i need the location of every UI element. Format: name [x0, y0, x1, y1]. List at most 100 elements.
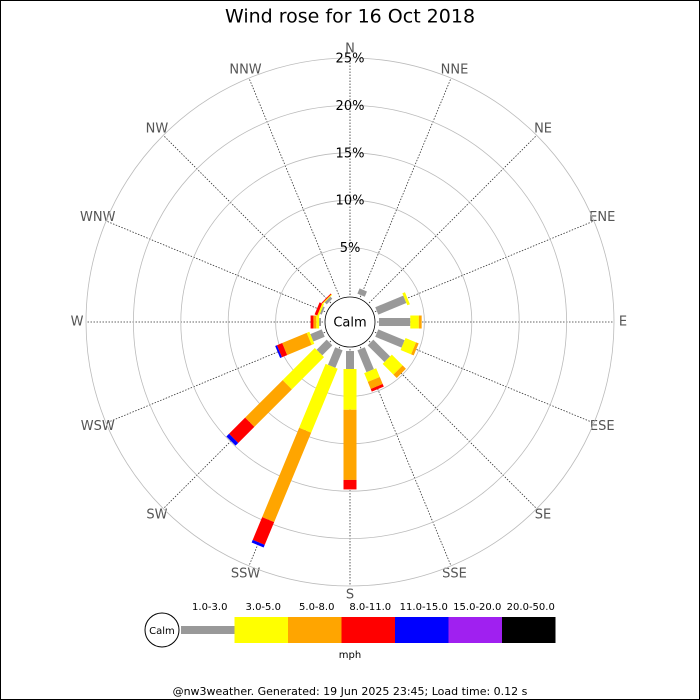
- legend-swatch: [502, 617, 556, 643]
- direction-label: S: [346, 588, 354, 603]
- direction-label: NNW: [229, 62, 261, 77]
- direction-line: [248, 77, 341, 298]
- legend-label: 11.0-15.0: [400, 602, 448, 613]
- bar-segment: [327, 347, 343, 368]
- grid-ring: [132, 104, 568, 540]
- legend-label: 15.0-20.0: [453, 602, 501, 613]
- bar-segment: [324, 296, 333, 305]
- direction-label: NW: [146, 121, 169, 136]
- bar-segment: [357, 288, 367, 297]
- bar-segment: [367, 339, 391, 363]
- chart-title: Wind rose for 16 Oct 2018: [225, 6, 475, 28]
- direction-line: [368, 135, 537, 304]
- bar-segment: [299, 363, 338, 433]
- direction-label: E: [619, 315, 627, 330]
- direction-bars: [314, 302, 325, 317]
- direction-label: SSW: [231, 567, 261, 582]
- bar-segment: [306, 331, 315, 345]
- direction-bars: [321, 293, 333, 305]
- bar-segment: [282, 347, 325, 390]
- bar-segment: [375, 295, 407, 315]
- r-tick-label: 20%: [336, 99, 365, 114]
- bar-segment: [262, 427, 312, 523]
- r-tick-label: 25%: [336, 52, 365, 67]
- bar-segment: [282, 332, 312, 356]
- bar-segment: [316, 339, 333, 356]
- legend-label: 8.0-11.0: [349, 602, 391, 613]
- bar-segment: [367, 376, 383, 389]
- bar-segment: [382, 354, 403, 375]
- bar-segment: [343, 369, 357, 410]
- legend-label: 3.0-5.0: [246, 602, 281, 613]
- bar-segment: [393, 365, 406, 378]
- unit-label: mph: [339, 650, 361, 661]
- bar-segment: [317, 303, 324, 317]
- bar-segment: [245, 380, 292, 427]
- direction-label: ESE: [590, 419, 615, 434]
- direction-bars: [343, 351, 357, 490]
- legend-swatch: [234, 617, 288, 643]
- legend-label: 20.0-50.0: [507, 602, 555, 613]
- direction-bars: [310, 315, 322, 329]
- bar-segment: [411, 342, 419, 356]
- direction-bars: [357, 347, 384, 392]
- legend-swatch: [181, 626, 235, 634]
- bar-segment: [418, 315, 422, 329]
- bar-segment: [226, 433, 239, 446]
- bar-segment: [402, 292, 410, 306]
- direction-bars: [275, 329, 325, 358]
- bar-segment: [375, 329, 405, 348]
- legend-swatch: [448, 617, 502, 643]
- bar-segment: [310, 329, 325, 342]
- bar-segment: [313, 315, 317, 329]
- direction-line: [163, 135, 332, 304]
- direction-line: [105, 220, 326, 313]
- footer: @nw3weather. Generated: 19 Jun 2025 23:4…: [173, 685, 528, 698]
- bar-segment: [343, 479, 357, 490]
- bar-segment: [400, 337, 417, 355]
- direction-label: N: [345, 42, 355, 57]
- legend-swatch: [288, 617, 342, 643]
- bar-segment: [322, 294, 333, 305]
- legend-calm-label: Calm: [149, 626, 175, 637]
- direction-bars: [251, 347, 343, 548]
- bar-segment: [319, 306, 325, 315]
- r-tick-label: 5%: [340, 241, 361, 256]
- bar-segment: [410, 315, 419, 329]
- direction-bars: [226, 339, 333, 446]
- bar-segment: [275, 345, 282, 358]
- bar-segment: [346, 351, 354, 370]
- bar-segment: [357, 347, 374, 373]
- r-tick-label: 10%: [336, 194, 365, 209]
- direction-label: ENE: [589, 210, 615, 225]
- direction-label: W: [71, 315, 84, 330]
- calm-circle: [324, 296, 376, 348]
- grid-ring: [85, 57, 615, 587]
- legend-label: 5.0-8.0: [299, 602, 334, 613]
- bar-segment: [229, 417, 255, 443]
- bar-segment: [379, 318, 411, 326]
- direction-label: WNW: [80, 210, 116, 225]
- direction-line: [374, 220, 595, 313]
- bar-segment: [321, 293, 332, 304]
- r-tick-label: 15%: [336, 146, 365, 161]
- bar-segment: [316, 315, 320, 329]
- direction-line: [359, 77, 452, 298]
- legend-calm-circle: [144, 612, 180, 648]
- legend-label: 1.0-3.0: [192, 602, 227, 613]
- direction-bars: [379, 315, 422, 329]
- direction-label: NE: [534, 121, 552, 136]
- direction-label: SW: [146, 508, 167, 523]
- grid-ring: [180, 152, 520, 492]
- bar-segment: [310, 315, 314, 329]
- bar-segment: [319, 318, 322, 326]
- bar-segment: [314, 302, 323, 316]
- bar-segment: [276, 343, 288, 358]
- bar-segment: [343, 409, 357, 480]
- direction-bars: [375, 329, 419, 356]
- bar-segment: [251, 539, 265, 548]
- bar-segment: [252, 517, 275, 545]
- direction-label: NNE: [441, 62, 469, 77]
- direction-bars: [367, 339, 406, 378]
